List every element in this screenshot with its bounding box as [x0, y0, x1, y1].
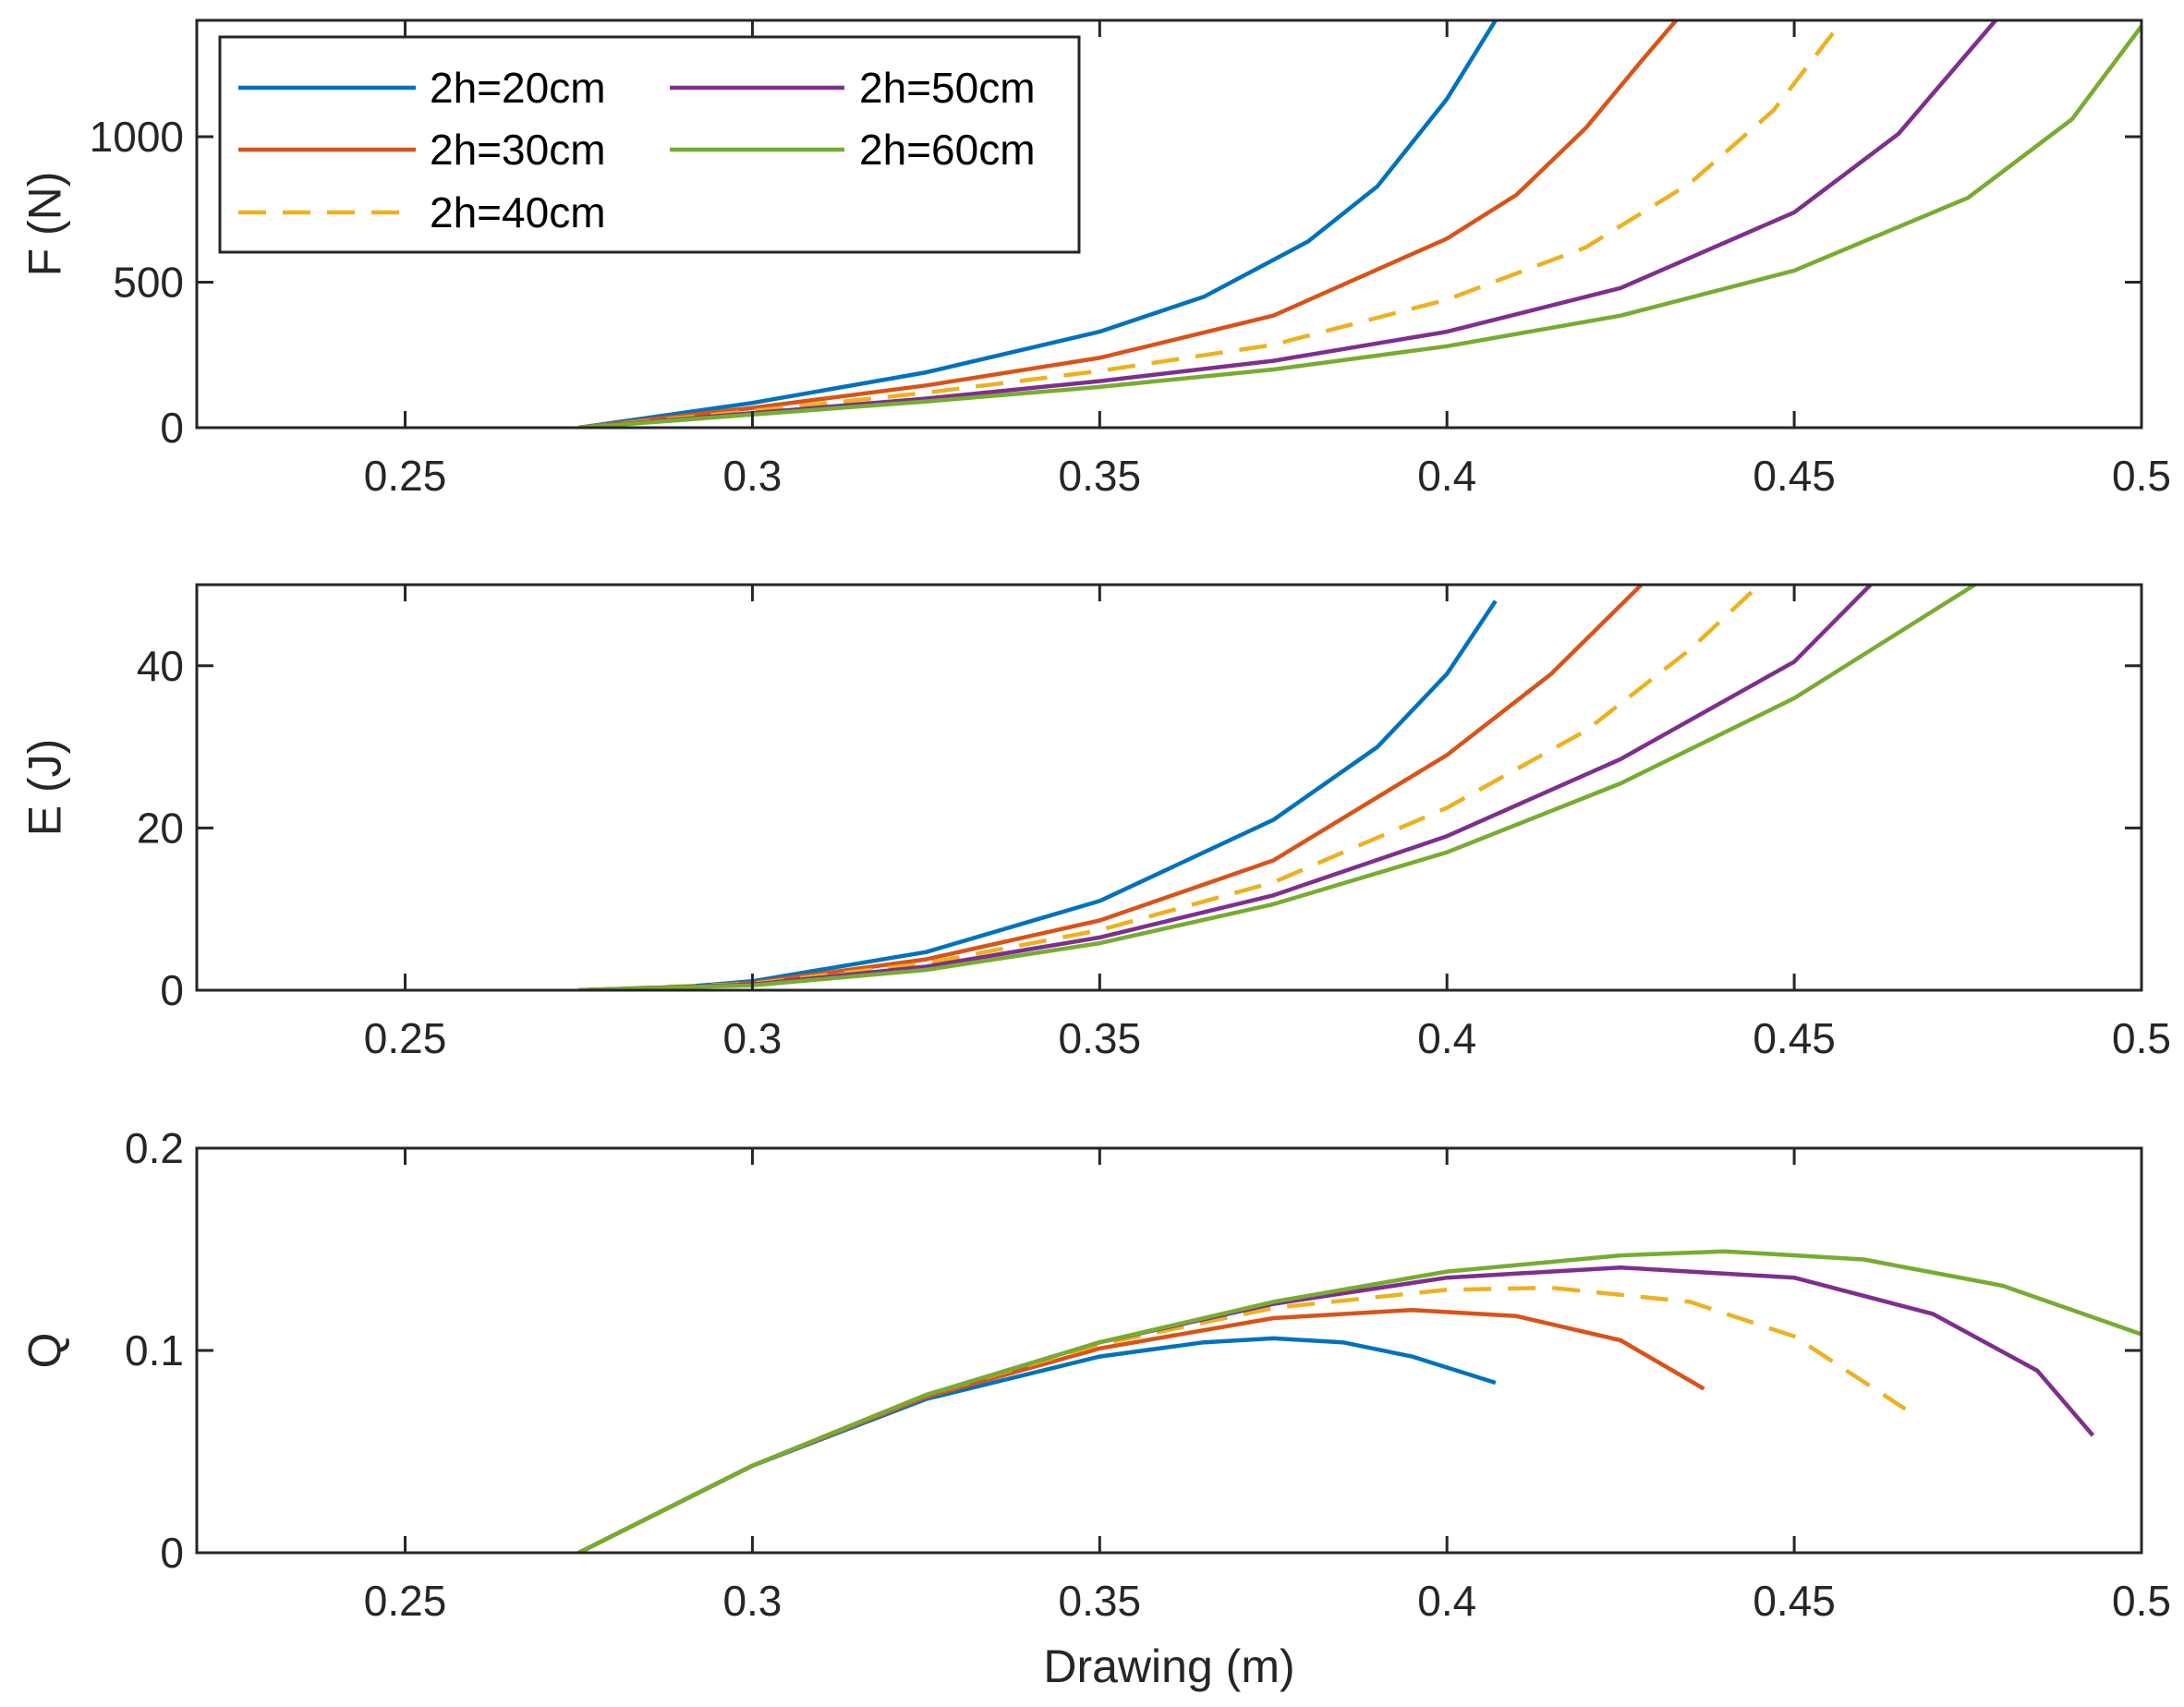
- energy-x-tick-label: 0.25: [364, 1014, 447, 1062]
- quality-x-tick-label: 0.5: [2112, 1577, 2171, 1625]
- quality-series-line-4: [577, 1265, 2095, 1553]
- force-series-line-1: [578, 20, 1498, 428]
- force-series-line-3: [578, 20, 1845, 428]
- energy-series-line-4: [578, 585, 1873, 990]
- quality-series-line-1: [577, 1336, 1497, 1553]
- legend-label-1: 2h=20cm: [430, 64, 606, 112]
- force-x-tick-label: 0.5: [2112, 452, 2171, 500]
- legend: 2h=20cm 2h=30cm 2h=40cm 2h=50cm 2h=60cm: [218, 35, 1081, 254]
- quality-y-tick-label: 0.2: [125, 1124, 184, 1172]
- energy-series-line-5: [578, 585, 1976, 990]
- energy-x-tick-label: 0.5: [2112, 1014, 2171, 1062]
- energy-y-tick-label: 40: [137, 642, 184, 690]
- quality-series-line-3: [577, 1285, 1907, 1553]
- energy-y-axis-label: E (J): [19, 739, 71, 837]
- force-y-tick-label: 1000: [90, 113, 184, 161]
- energy-x-tick-label: 0.35: [1059, 1014, 1142, 1062]
- quality-y-tick-label: 0.1: [125, 1326, 184, 1374]
- force-y-tick-label: 0: [160, 404, 184, 452]
- force-series-line-2: [578, 20, 1679, 428]
- quality-axes-box: [195, 1146, 2143, 1555]
- quality-panel: 0.25 0.3 0.35 0.4 0.45 0.5 0 0.1 0.2 Q Drawing (m): [19, 1124, 2171, 1692]
- force-x-tick-label: 0.4: [1417, 452, 1476, 500]
- legend-label-4: 2h=50cm: [859, 64, 1036, 112]
- force-series-line-4: [578, 20, 1997, 428]
- quality-x-tick-label: 0.3: [722, 1577, 782, 1625]
- quality-series-line-2: [577, 1307, 1705, 1553]
- legend-label-5: 2h=60cm: [859, 126, 1036, 174]
- energy-series-line-1: [578, 599, 1498, 990]
- quality-x-tick-label: 0.4: [1417, 1577, 1476, 1625]
- force-x-tick-label: 0.25: [364, 452, 447, 500]
- energy-panel: 0.25 0.3 0.35 0.4 0.45 0.5 0 20 40 E (J): [19, 583, 2171, 1062]
- quality-x-tick-label: 0.25: [364, 1577, 447, 1625]
- force-axes-box: [195, 18, 2143, 430]
- legend-label-2: 2h=30cm: [430, 126, 606, 174]
- quality-y-axis-label: Q: [19, 1333, 71, 1369]
- force-x-tick-label: 0.35: [1059, 452, 1142, 500]
- energy-x-tick-label: 0.3: [722, 1014, 782, 1062]
- quality-series-line-5: [577, 1249, 2142, 1553]
- force-x-tick-label: 0.45: [1753, 452, 1836, 500]
- energy-x-tick-label: 0.45: [1753, 1014, 1836, 1062]
- force-y-tick-label: 500: [113, 259, 184, 307]
- force-series-line-5: [578, 24, 2142, 428]
- energy-x-tick-label: 0.4: [1417, 1014, 1476, 1062]
- energy-axes-box: [195, 583, 2143, 992]
- legend-label-3: 2h=40cm: [430, 188, 606, 236]
- force-x-tick-label: 0.3: [722, 452, 782, 500]
- force-y-axis-label: F (N): [19, 172, 71, 277]
- quality-x-tick-label: 0.35: [1059, 1577, 1142, 1625]
- quality-x-axis-label: Drawing (m): [1043, 1640, 1294, 1692]
- legend-box: [218, 35, 1081, 254]
- quality-y-tick-label: 0: [160, 1529, 184, 1577]
- quality-x-tick-label: 0.45: [1753, 1577, 1836, 1625]
- chart-panels: 0.25 0.3 0.35 0.4 0.45 0.5 0 500 1000 F (N) 2h=20c…: [19, 18, 2171, 1692]
- energy-y-tick-label: 0: [160, 966, 184, 1014]
- force-panel: 0.25 0.3 0.35 0.4 0.45 0.5 0 500 1000 F (N) 2h=20c…: [19, 18, 2171, 500]
- energy-y-tick-label: 20: [137, 804, 184, 852]
